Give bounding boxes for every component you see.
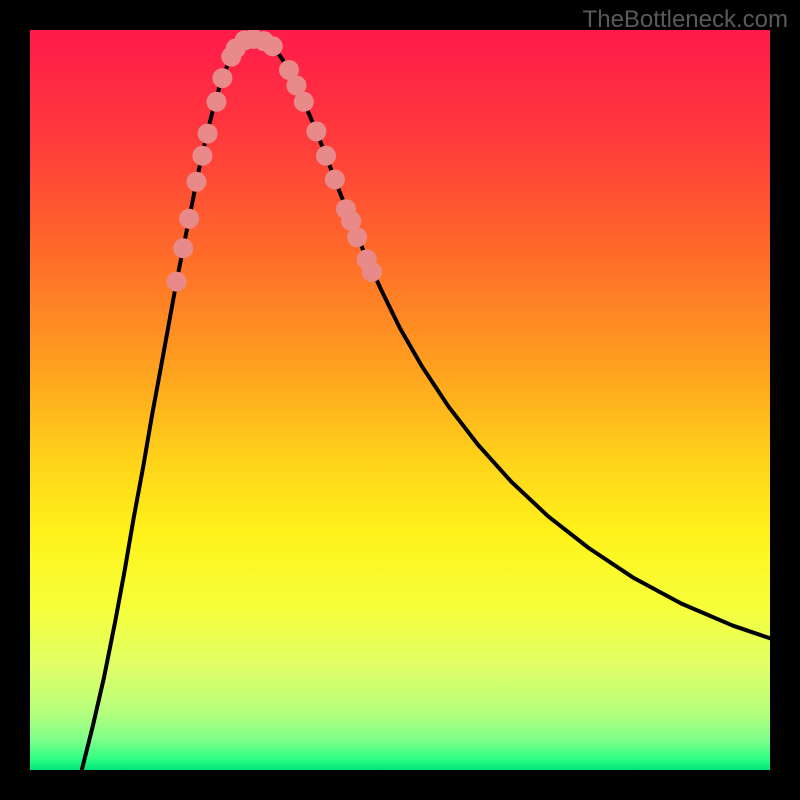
data-marker <box>167 272 187 292</box>
data-marker <box>294 92 314 112</box>
plot-area <box>30 30 770 770</box>
data-marker <box>179 209 199 229</box>
data-marker <box>212 68 232 88</box>
data-marker <box>198 124 218 144</box>
curve-overlay <box>30 30 770 770</box>
data-marker <box>316 146 336 166</box>
data-marker <box>263 36 283 56</box>
bottleneck-curve-left <box>82 39 252 770</box>
data-marker <box>347 227 367 247</box>
watermark-text: TheBottleneck.com <box>583 6 788 34</box>
data-marker <box>362 262 382 282</box>
data-marker <box>173 238 193 258</box>
data-markers <box>167 30 382 292</box>
data-marker <box>206 92 226 112</box>
data-marker <box>187 172 207 192</box>
chart-frame: TheBottleneck.com <box>0 0 800 800</box>
data-marker <box>306 121 326 141</box>
bottleneck-curve-right <box>252 39 770 638</box>
data-marker <box>325 169 345 189</box>
data-marker <box>192 146 212 166</box>
